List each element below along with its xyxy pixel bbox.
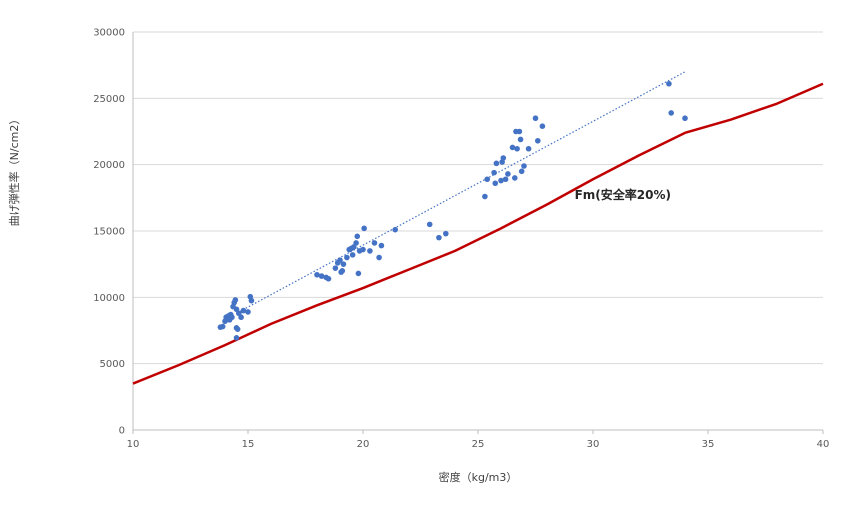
data-point (325, 275, 332, 282)
y-tick-label: 5000 (100, 359, 125, 370)
data-point (498, 177, 504, 184)
data-point (484, 176, 491, 183)
data-point (443, 230, 449, 237)
fm-annotation: Fm(安全率20%) (575, 187, 671, 202)
trendline-series (236, 71, 686, 314)
data-point (492, 180, 499, 187)
data-point (682, 115, 688, 122)
data-point (367, 248, 373, 254)
data-point (360, 246, 366, 253)
data-point (378, 242, 385, 249)
data-point (337, 257, 343, 263)
data-point (516, 128, 523, 135)
data-point (436, 234, 442, 241)
data-point (539, 123, 546, 129)
y-tick-label: 30000 (93, 28, 125, 39)
data-point (234, 326, 241, 332)
data-point (517, 136, 524, 143)
annotations: Fm(安全率20%) (575, 187, 671, 202)
y-tick-label: 0 (119, 426, 125, 437)
data-point (500, 155, 507, 161)
data-point (332, 265, 339, 271)
data-point (240, 307, 247, 314)
x-tick-label: 25 (472, 439, 485, 450)
data-point (512, 175, 518, 181)
data-point (514, 145, 520, 152)
data-point (318, 273, 325, 279)
data-point (219, 323, 226, 330)
fm-line-series (132, 82, 824, 385)
y-axis-title: 曲げ弾性率（N/cm2） (7, 114, 21, 227)
x-tick-label: 15 (242, 439, 255, 450)
data-point (491, 169, 497, 176)
data-point (532, 115, 539, 122)
data-point (339, 268, 346, 274)
data-point (314, 271, 320, 278)
data-point (525, 145, 532, 152)
tick-labels: 0 5000 10000 15000 20000 25000 30000 10 15 20 25 30… (93, 28, 829, 451)
x-tick-label: 40 (817, 439, 830, 450)
data-point (521, 163, 527, 169)
data-point (505, 171, 511, 177)
data-point (392, 226, 399, 233)
data-point (238, 314, 244, 321)
x-tick-label: 35 (702, 439, 715, 450)
data-point (248, 297, 255, 304)
y-tick-label: 25000 (93, 94, 125, 105)
data-point (426, 221, 433, 228)
data-point (502, 176, 509, 183)
data-point (349, 252, 356, 258)
data-point (518, 168, 525, 175)
y-tick-label: 20000 (93, 160, 125, 171)
data-point (355, 270, 362, 277)
data-point (344, 254, 350, 261)
data-point (668, 110, 674, 116)
data-point (509, 144, 516, 151)
data-point (340, 261, 347, 267)
data-point (371, 240, 378, 246)
data-point (361, 225, 367, 232)
data-point (229, 314, 235, 321)
x-axis-title: 密度（kg/m3） (439, 470, 518, 484)
scatter-series (217, 80, 688, 341)
axes (132, 32, 824, 434)
data-point (232, 297, 239, 303)
y-tick-label: 10000 (93, 293, 125, 304)
x-tick-label: 20 (357, 439, 370, 450)
fm-safety-line (132, 82, 824, 385)
data-point (245, 309, 251, 315)
data-point (482, 193, 488, 200)
data-point (354, 233, 361, 240)
x-tick-label: 30 (587, 439, 600, 450)
trendline (236, 71, 686, 314)
data-point (666, 80, 672, 87)
y-tick-label: 15000 (93, 227, 125, 238)
data-point (535, 137, 541, 144)
data-point (353, 240, 359, 246)
data-point (376, 254, 382, 261)
x-tick-label: 10 (127, 439, 140, 450)
data-point (493, 160, 500, 167)
data-point (233, 334, 240, 341)
